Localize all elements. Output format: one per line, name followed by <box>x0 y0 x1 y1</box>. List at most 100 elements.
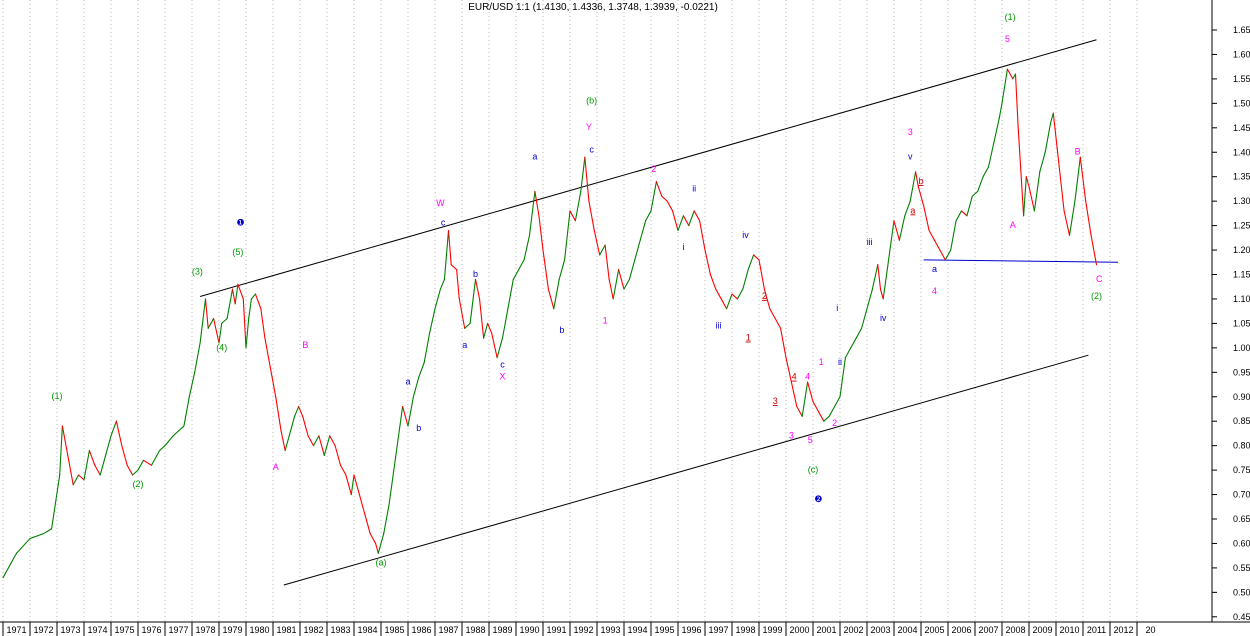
price-segment <box>1033 171 1041 212</box>
price-segment <box>769 308 776 320</box>
wave-label: (a) <box>376 557 387 567</box>
x-tick-label: 1996 <box>681 625 701 635</box>
x-tick-label: 1989 <box>492 625 512 635</box>
price-segment <box>364 513 371 535</box>
price-segment <box>704 249 711 276</box>
wave-label: b <box>918 176 923 186</box>
x-tick-label: 1993 <box>600 625 620 635</box>
price-segment <box>682 215 690 227</box>
price-segment <box>59 425 63 476</box>
wave-label: (4) <box>216 342 227 352</box>
y-tick-label: 1.55 <box>1233 74 1250 84</box>
wave-label: 3 <box>908 127 913 137</box>
price-segment <box>1085 200 1092 236</box>
wave-label: 2 <box>651 164 656 174</box>
price-segment <box>339 464 347 476</box>
price-segment <box>882 259 890 300</box>
x-tick-label: 2008 <box>1005 625 1025 635</box>
wave-label: B <box>1075 147 1081 157</box>
price-segment <box>399 405 404 427</box>
price-segment <box>763 288 771 310</box>
price-segment <box>987 141 995 168</box>
price-segment <box>501 308 509 339</box>
price-segment <box>893 220 900 241</box>
price-segment <box>402 405 409 427</box>
wave-label: (5) <box>232 247 243 257</box>
price-segment <box>623 278 630 290</box>
price-segment <box>248 298 252 320</box>
wave-label: a <box>532 152 537 162</box>
price-segment <box>94 464 101 476</box>
price-segment <box>861 308 868 329</box>
y-tick-label: 0.80 <box>1233 441 1250 451</box>
wave-label: 2 <box>762 291 767 301</box>
wave-label: 1 <box>746 333 751 343</box>
price-segment <box>121 445 128 466</box>
price-segment <box>284 435 290 452</box>
price-segment <box>977 176 984 192</box>
price-segment <box>172 425 185 437</box>
x-tick-label: 1990 <box>519 625 539 635</box>
wave-label: 1 <box>819 357 824 367</box>
price-segment <box>423 332 431 364</box>
y-tick-label: 1.65 <box>1233 25 1250 35</box>
price-segment <box>231 288 236 305</box>
price-segment <box>742 269 749 290</box>
price-segment <box>850 337 857 349</box>
price-segment <box>307 435 315 447</box>
price-segment <box>245 317 250 349</box>
price-segment <box>496 337 504 359</box>
wave-label: v <box>908 152 913 162</box>
price-segment <box>569 210 576 222</box>
price-segment <box>353 474 360 496</box>
price-segment <box>439 278 446 290</box>
x-tick-label: 1984 <box>357 625 377 635</box>
price-segment <box>42 528 53 535</box>
price-segment <box>790 381 798 408</box>
x-tick-label: 1992 <box>573 625 593 635</box>
price-segment <box>302 415 309 437</box>
x-tick-label: 1980 <box>249 625 269 635</box>
x-tick-label: 2012 <box>1113 625 1133 635</box>
x-tick-label: 2009 <box>1032 625 1052 635</box>
wave-label: (1) <box>52 391 63 401</box>
price-segment <box>534 190 540 217</box>
price-segment <box>83 449 90 481</box>
price-segment <box>487 322 493 334</box>
y-tick-label: 1.10 <box>1233 294 1250 304</box>
price-segment <box>753 254 760 261</box>
price-segment <box>672 210 679 232</box>
price-segment <box>323 435 331 456</box>
price-segment <box>1050 112 1054 124</box>
price-segment <box>443 229 450 280</box>
x-tick-label: 1998 <box>735 625 755 635</box>
price-segment <box>99 454 107 476</box>
price-segment <box>1068 200 1076 236</box>
upper-channel-line <box>199 39 1097 297</box>
x-tick-label: 1995 <box>654 625 674 635</box>
price-segment <box>204 298 209 329</box>
price-segment <box>834 396 841 408</box>
x-tick-label: 1981 <box>276 625 296 635</box>
price-segment <box>634 239 641 261</box>
price-segment <box>115 420 123 447</box>
price-segment <box>51 474 61 530</box>
x-tick-label: 2007 <box>978 625 998 635</box>
price-segment <box>774 317 782 329</box>
y-tick-label: 0.70 <box>1233 490 1250 500</box>
price-segment <box>164 435 174 447</box>
price-segment <box>807 381 814 403</box>
wave-label: (2) <box>1091 291 1102 301</box>
price-segment <box>429 308 436 334</box>
price-segment <box>226 288 234 320</box>
x-tick-label: 1999 <box>762 625 782 635</box>
price-segment <box>329 435 336 447</box>
price-segment <box>960 210 968 217</box>
price-segment <box>715 288 722 300</box>
price-segment <box>159 445 166 452</box>
wave-label: 5 <box>808 435 813 445</box>
price-segment <box>812 401 819 412</box>
y-tick-label: 1.40 <box>1233 147 1250 157</box>
price-segment <box>142 459 153 466</box>
